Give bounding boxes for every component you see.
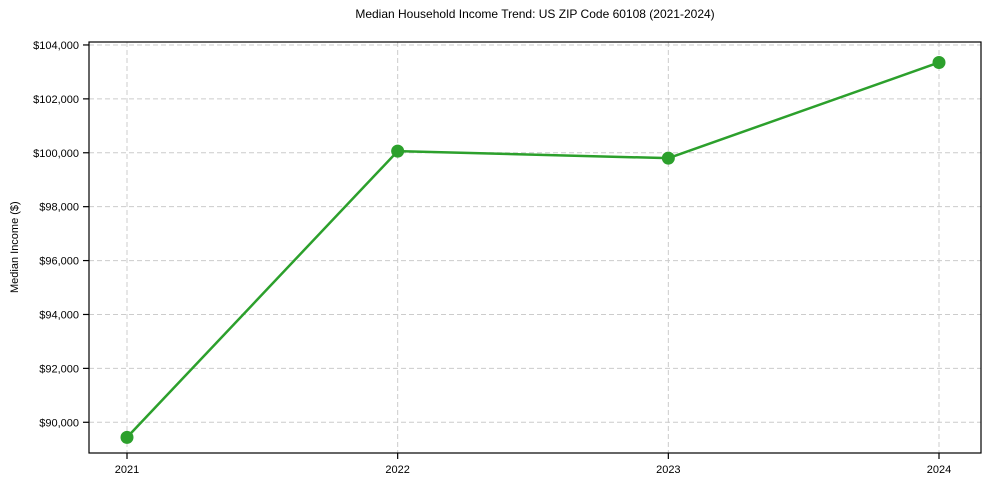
plot-border <box>88 41 982 454</box>
y-tick-label: $104,000 <box>33 40 79 52</box>
x-tick-label: 2023 <box>656 464 680 476</box>
data-point-marker <box>391 144 405 158</box>
trend-line-path <box>125 61 941 439</box>
data-point-marker <box>661 151 675 165</box>
x-tick-label: 2022 <box>385 464 409 476</box>
y-tick-label: $90,000 <box>39 417 79 429</box>
data-point-marker <box>120 430 134 444</box>
x-tick-label: 2024 <box>927 464 951 476</box>
y-tick-label: $96,000 <box>39 256 79 268</box>
trend-line <box>125 61 941 439</box>
y-tick-label: $100,000 <box>33 148 79 160</box>
data-point-marker <box>932 55 946 69</box>
x-tick-label: 2021 <box>115 464 139 476</box>
grid-lines <box>89 42 981 453</box>
y-tick-label: $92,000 <box>39 363 79 375</box>
plot-border-rect <box>88 41 982 454</box>
chart-title: Median Household Income Trend: US ZIP Co… <box>355 7 715 21</box>
axis-ticks <box>83 44 940 459</box>
axis-tick-labels: $90,000 $92,000 $94,000 $96,000 $98,000 $100,… <box>33 40 951 476</box>
y-tick-label: $98,000 <box>39 202 79 214</box>
y-tick-label: $102,000 <box>33 94 79 106</box>
y-tick-label: $94,000 <box>39 309 79 321</box>
data-point-markers <box>120 55 946 444</box>
